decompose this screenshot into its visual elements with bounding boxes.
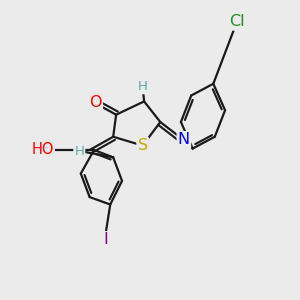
- Text: O: O: [89, 95, 102, 110]
- Text: H: H: [138, 80, 148, 93]
- Text: Cl: Cl: [229, 14, 245, 29]
- Text: S: S: [138, 138, 148, 153]
- Text: I: I: [103, 232, 108, 247]
- Text: H: H: [74, 145, 84, 158]
- Text: N: N: [178, 132, 190, 147]
- Text: HO: HO: [31, 142, 54, 158]
